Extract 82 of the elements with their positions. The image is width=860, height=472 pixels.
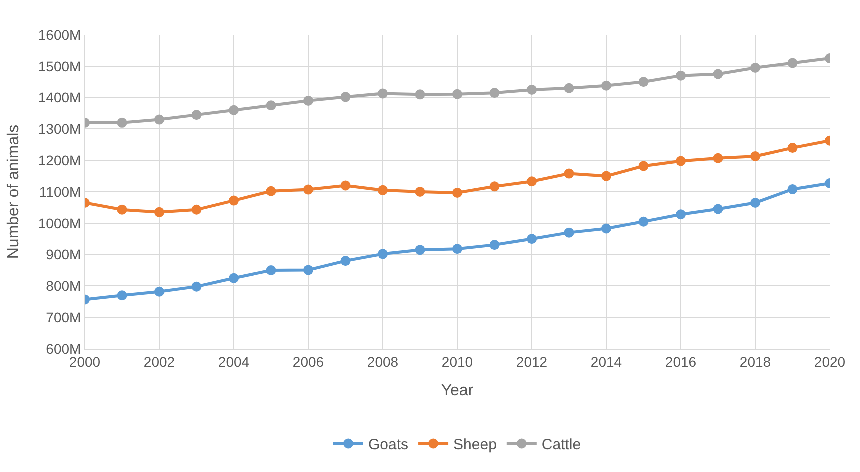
x-axis-title: Year (441, 382, 474, 400)
point (564, 83, 574, 94)
point (378, 185, 388, 196)
y-axis-title: Number of animals (5, 124, 22, 260)
x-tick-label: 2002 (144, 354, 176, 370)
point (415, 245, 426, 256)
point (452, 188, 462, 198)
point (415, 90, 426, 100)
point (788, 58, 798, 68)
point (452, 89, 462, 100)
point (154, 114, 164, 125)
point (638, 216, 649, 227)
point (602, 224, 612, 234)
point (192, 282, 202, 292)
y-tick-label: 700M (46, 310, 82, 326)
x-tick-label: 2016 (665, 354, 697, 370)
point (154, 286, 164, 297)
point (750, 198, 760, 208)
point (564, 168, 574, 179)
point (340, 92, 351, 102)
x-tick-label: 2010 (442, 354, 474, 370)
y-tick-label: 1400M (38, 90, 82, 106)
point (378, 88, 388, 99)
point (490, 88, 500, 98)
point (304, 96, 314, 106)
point (564, 228, 574, 238)
point (638, 161, 649, 172)
point (117, 118, 128, 128)
point (304, 184, 314, 195)
point (452, 244, 462, 254)
point (713, 69, 724, 80)
point (602, 80, 612, 91)
x-tick-label: 2008 (367, 354, 399, 370)
y-tick-label: 1100M (39, 184, 82, 200)
point (266, 100, 276, 111)
point (229, 196, 239, 206)
x-tick-label: 2012 (516, 354, 548, 370)
x-tick-label: 2018 (740, 354, 772, 370)
y-tick-label: 800M (46, 278, 82, 294)
point (192, 204, 202, 215)
point (676, 156, 686, 166)
legend-label: Sheep (454, 436, 497, 454)
point (527, 234, 537, 244)
y-tick-label: 1200M (38, 152, 82, 168)
point (788, 184, 798, 194)
x-tick-label: 2004 (218, 354, 250, 370)
point (415, 187, 426, 197)
point (490, 182, 500, 192)
point (527, 84, 537, 95)
point (676, 210, 686, 220)
legend-label: Cattle (542, 436, 582, 454)
y-tick-label: 1000M (38, 215, 82, 232)
point (266, 266, 276, 276)
point (117, 290, 128, 301)
point (304, 265, 314, 276)
y-tick-label: 1300M (38, 121, 82, 138)
x-tick-label: 2006 (292, 354, 324, 370)
legend-label: Goats (368, 436, 409, 454)
point (340, 256, 351, 266)
point (266, 186, 276, 196)
x-tick-label: 2014 (590, 354, 622, 370)
point (117, 204, 128, 215)
point (490, 240, 500, 250)
point (713, 204, 724, 214)
point (602, 171, 612, 182)
point (229, 273, 239, 284)
point (154, 207, 164, 218)
point (378, 249, 388, 260)
point (340, 180, 351, 191)
y-tick-label: 900M (46, 246, 82, 263)
x-tick-label: 2020 (814, 354, 846, 370)
point (638, 77, 649, 88)
point (676, 70, 686, 81)
point (229, 105, 239, 116)
point (788, 143, 798, 154)
point (527, 176, 537, 187)
y-tick-label: 1600M (38, 26, 82, 43)
point (750, 152, 760, 162)
point (750, 62, 760, 73)
point (713, 153, 724, 164)
point (192, 110, 202, 120)
y-tick-label: 1500M (38, 58, 82, 74)
